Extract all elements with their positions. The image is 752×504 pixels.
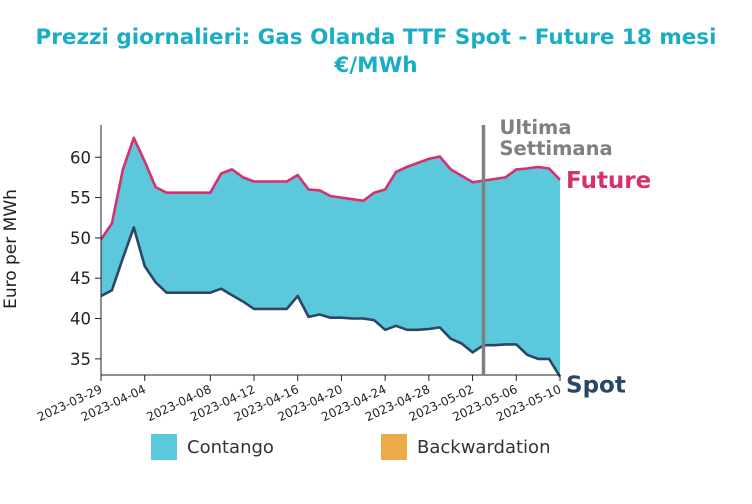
series-lines-layer: Future Spot: [99, 136, 651, 399]
legend-swatch-contango: [151, 434, 177, 460]
series-label-future: Future: [566, 168, 651, 194]
legend-item-backwardation: Backwardation: [381, 434, 550, 460]
y-tick-label: 60: [70, 148, 91, 167]
legend-item-contango: Contango: [151, 434, 274, 460]
legend-label-contango: Contango: [187, 436, 274, 458]
last-week-label-line2: Settimana: [500, 137, 613, 160]
chart-title-line2: €/MWh: [334, 53, 418, 78]
last-week-label-line1: Ultima: [500, 116, 572, 139]
y-tick-label: 40: [70, 310, 91, 329]
chart-title-line1: Prezzi giornalieri: Gas Olanda TTF Spot …: [35, 25, 717, 50]
contango-area-layer: [101, 137, 560, 377]
y-tick-label: 45: [70, 269, 91, 288]
legend-label-backwardation: Backwardation: [417, 436, 551, 458]
y-axis-label: Euro per MWh: [1, 189, 21, 309]
y-tick-label: 55: [70, 189, 91, 208]
legend: Contango Backwardation: [0, 434, 752, 460]
series-label-spot: Spot: [566, 373, 626, 399]
y-tick-label: 35: [70, 350, 91, 369]
y-tick-label: 50: [70, 229, 91, 248]
chart-title: Prezzi giornalieri: Gas Olanda TTF Spot …: [0, 24, 752, 80]
legend-swatch-backwardation: [381, 434, 407, 460]
contango-fill-area: [101, 137, 560, 377]
